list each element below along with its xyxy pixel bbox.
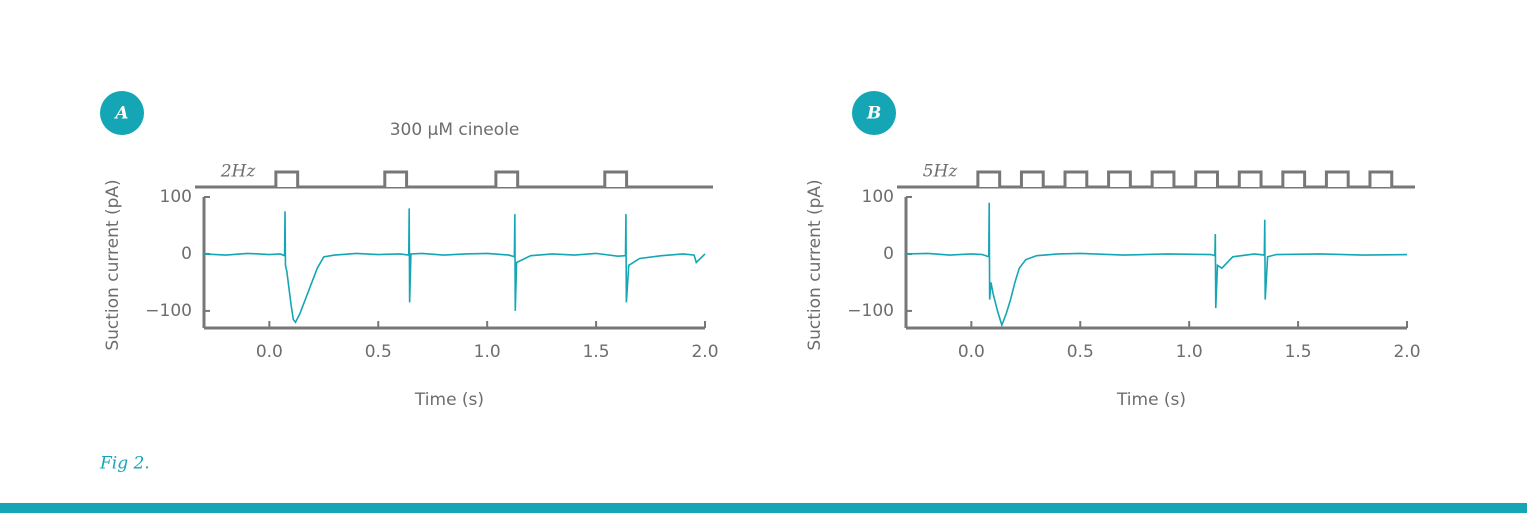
panel-label: A	[113, 104, 128, 124]
stimulus-pulse	[383, 170, 409, 187]
stimulus-pulse	[274, 170, 300, 187]
stimulus-pulse	[976, 170, 1002, 187]
figure-caption: Fig 2.	[99, 454, 150, 474]
y-axis-label: Suction current (pA)	[805, 179, 825, 350]
panel-label: B	[866, 104, 881, 124]
x-tick-label: 1.5	[1285, 342, 1312, 362]
footer-bar	[0, 503, 1527, 513]
stimulus-pulse	[1324, 170, 1350, 187]
x-tick-label: 0.5	[1067, 342, 1094, 362]
y-tick-label: 100	[160, 187, 192, 207]
trace-line	[905, 202, 1408, 328]
stimulus-pulse	[1150, 170, 1176, 187]
y-tick-label: 0	[883, 244, 894, 264]
y-axis-label: Suction current (pA)	[103, 179, 123, 350]
panel-badge	[100, 91, 144, 135]
trace-line	[203, 208, 706, 324]
x-tick-label: 1.0	[474, 342, 501, 362]
x-tick-label: 2.0	[691, 342, 718, 362]
x-tick-label: 2.0	[1393, 342, 1420, 362]
x-tick-label: 1.0	[1176, 342, 1203, 362]
chart-title: 300 µM cineole	[390, 120, 520, 140]
y-tick-label: −100	[847, 301, 894, 321]
stimulus-pulse	[1237, 170, 1263, 187]
stimulus-pulse	[1107, 170, 1132, 187]
panel-badge	[852, 91, 896, 135]
stimulus-pulse	[1281, 170, 1307, 187]
x-axis-label: Time (s)	[1116, 390, 1186, 410]
stimulus-pulse	[1368, 170, 1394, 187]
x-tick-label: 0.0	[256, 342, 283, 362]
stimulus-pulse	[1019, 170, 1045, 187]
stimulus-pulse	[1194, 170, 1219, 187]
x-tick-label: 0.0	[958, 342, 985, 362]
stimulus-pulse	[494, 170, 520, 187]
y-tick-label: 0	[181, 244, 192, 264]
y-tick-label: −100	[145, 301, 192, 321]
stimulus-pulse	[1063, 170, 1089, 187]
stimulus-label: 5Hz	[923, 162, 959, 182]
x-axis-label: Time (s)	[414, 390, 484, 410]
y-tick-label: 100	[862, 187, 894, 207]
stimulus-pulse	[603, 170, 629, 187]
x-tick-label: 0.5	[365, 342, 392, 362]
stimulus-label: 2Hz	[220, 162, 257, 182]
x-tick-label: 1.5	[583, 342, 610, 362]
